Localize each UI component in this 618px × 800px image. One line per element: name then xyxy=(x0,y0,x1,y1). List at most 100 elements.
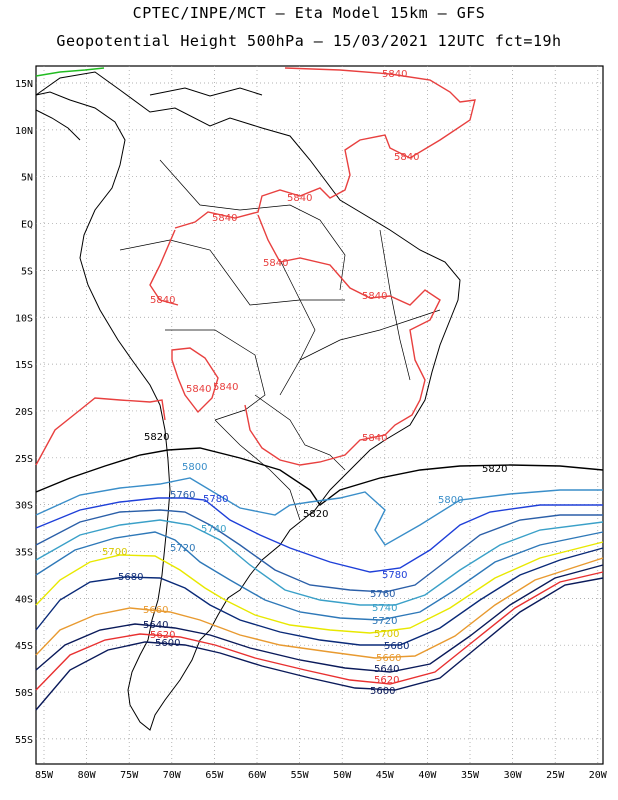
label-5840-g: 5840 xyxy=(362,291,387,302)
label-5660-a: 5660 xyxy=(143,605,168,616)
label-5720-a: 5720 xyxy=(170,543,195,554)
contour-5800 xyxy=(35,477,603,546)
contour-5760 xyxy=(35,509,603,593)
border-3 xyxy=(165,329,266,421)
latitude-labels: 15N 10N 5N EQ 5S 10S 15S 20S 25S 30S 35S 40S 45S 50S 5… xyxy=(15,79,33,746)
label-5840-b: 5840 xyxy=(394,152,419,163)
lon-label: 75W xyxy=(120,770,139,781)
caribbean-coast xyxy=(149,87,263,97)
coastline xyxy=(35,71,461,731)
label-5800-a: 5800 xyxy=(182,462,207,473)
lat-label: 15S xyxy=(15,360,33,371)
label-5840-a: 5840 xyxy=(382,69,407,80)
longitude-labels: 85W 80W 75W 70W 65W 60W 55W 50W 45W 40W 35W 30W 25W 2… xyxy=(35,770,608,781)
lat-label: 40S xyxy=(15,594,33,605)
contour-5620 xyxy=(35,571,604,691)
border-2 xyxy=(119,239,345,306)
contour-5780 xyxy=(35,497,603,573)
contour-5840-bolivia xyxy=(171,347,219,414)
label-5840-c: 5840 xyxy=(287,193,312,204)
lat-label: 10N xyxy=(15,126,33,137)
contour-5680 xyxy=(35,547,604,646)
lon-label: 70W xyxy=(163,770,182,781)
lon-label: 30W xyxy=(504,770,523,781)
label-5760-a: 5760 xyxy=(170,490,195,501)
lon-label: 65W xyxy=(205,770,224,781)
lat-label: 45S xyxy=(15,641,33,652)
label-5720-b: 5720 xyxy=(372,616,397,627)
label-5680-b: 5680 xyxy=(384,641,409,652)
contour-5660 xyxy=(35,557,604,659)
border-7 xyxy=(279,259,316,396)
label-5700-a: 5700 xyxy=(102,547,127,558)
lon-label: 35W xyxy=(461,770,480,781)
contour-5840 xyxy=(35,67,476,466)
contour-5720 xyxy=(35,531,604,621)
lat-label: 5S xyxy=(21,266,33,277)
label-5760-b: 5760 xyxy=(370,589,395,600)
lat-label: 35S xyxy=(15,548,33,559)
contour-labels: 5840 5840 5840 5840 5840 5840 5840 5840 … xyxy=(102,69,507,697)
plot-frame xyxy=(35,65,604,765)
label-5820-a: 5820 xyxy=(144,432,169,443)
lat-label: EQ xyxy=(21,220,33,231)
green-contour xyxy=(35,67,105,77)
label-5820-c: 5820 xyxy=(303,509,328,520)
contour-5840-amazon xyxy=(149,214,441,466)
label-5840-h: 5840 xyxy=(186,384,211,395)
label-5840-i: 5840 xyxy=(213,382,238,393)
lat-label: 50S xyxy=(15,688,33,699)
label-5740-a: 5740 xyxy=(201,524,226,535)
label-5840-d: 5840 xyxy=(212,213,237,224)
contour-5840-west xyxy=(35,397,166,466)
lon-label: 40W xyxy=(418,770,437,781)
map-subtitle: Geopotential Height 500hPa – 15/03/2021 … xyxy=(56,32,562,50)
lat-label: 15N xyxy=(15,79,33,90)
lon-label: 55W xyxy=(291,770,310,781)
lon-label: 25W xyxy=(546,770,565,781)
label-5780-a: 5780 xyxy=(203,494,228,505)
lat-label: 25S xyxy=(15,454,33,465)
lat-label: 30S xyxy=(15,501,33,512)
label-5700-b: 5700 xyxy=(374,629,399,640)
grid-lines xyxy=(36,66,603,764)
contour-5820 xyxy=(35,447,604,507)
lat-label: 55S xyxy=(15,735,33,746)
contour-5840-north xyxy=(174,67,476,229)
label-5840-e: 5840 xyxy=(263,258,288,269)
label-5660-b: 5660 xyxy=(376,653,401,664)
label-5840-j: 5840 xyxy=(362,433,387,444)
lat-label: 20S xyxy=(15,407,33,418)
border-6 xyxy=(299,309,441,361)
label-5680-a: 5680 xyxy=(118,572,143,583)
label-5600-b: 5600 xyxy=(370,686,395,697)
border-8 xyxy=(379,229,411,381)
lat-label: 5N xyxy=(21,173,33,184)
label-5620-a: 5620 xyxy=(150,630,175,641)
label-5800-b: 5800 xyxy=(438,495,463,506)
label-5620-b: 5620 xyxy=(374,675,399,686)
country-borders xyxy=(119,159,441,521)
lon-label: 50W xyxy=(333,770,352,781)
border-1 xyxy=(159,159,346,291)
label-5640-b: 5640 xyxy=(374,664,399,675)
label-5600-a: 5600 xyxy=(155,638,180,649)
lat-label: 10S xyxy=(15,313,33,324)
label-5740-b: 5740 xyxy=(372,603,397,614)
contour-5700 xyxy=(35,541,604,634)
border-4 xyxy=(254,394,346,471)
contour-5600 xyxy=(35,577,604,711)
lon-label: 20W xyxy=(589,770,608,781)
contour-5640 xyxy=(35,564,604,673)
south-america-coast xyxy=(35,71,461,731)
lon-label: 80W xyxy=(78,770,97,781)
map-title: CPTEC/INPE/MCT – Eta Model 15km – GFS xyxy=(132,4,486,22)
contour-5740 xyxy=(35,519,604,606)
central-america-coast xyxy=(35,109,81,141)
border-5 xyxy=(214,419,301,521)
label-5840-f: 5840 xyxy=(150,295,175,306)
lon-label: 45W xyxy=(376,770,395,781)
label-5780-b: 5780 xyxy=(382,570,407,581)
label-5820-b: 5820 xyxy=(482,464,507,475)
